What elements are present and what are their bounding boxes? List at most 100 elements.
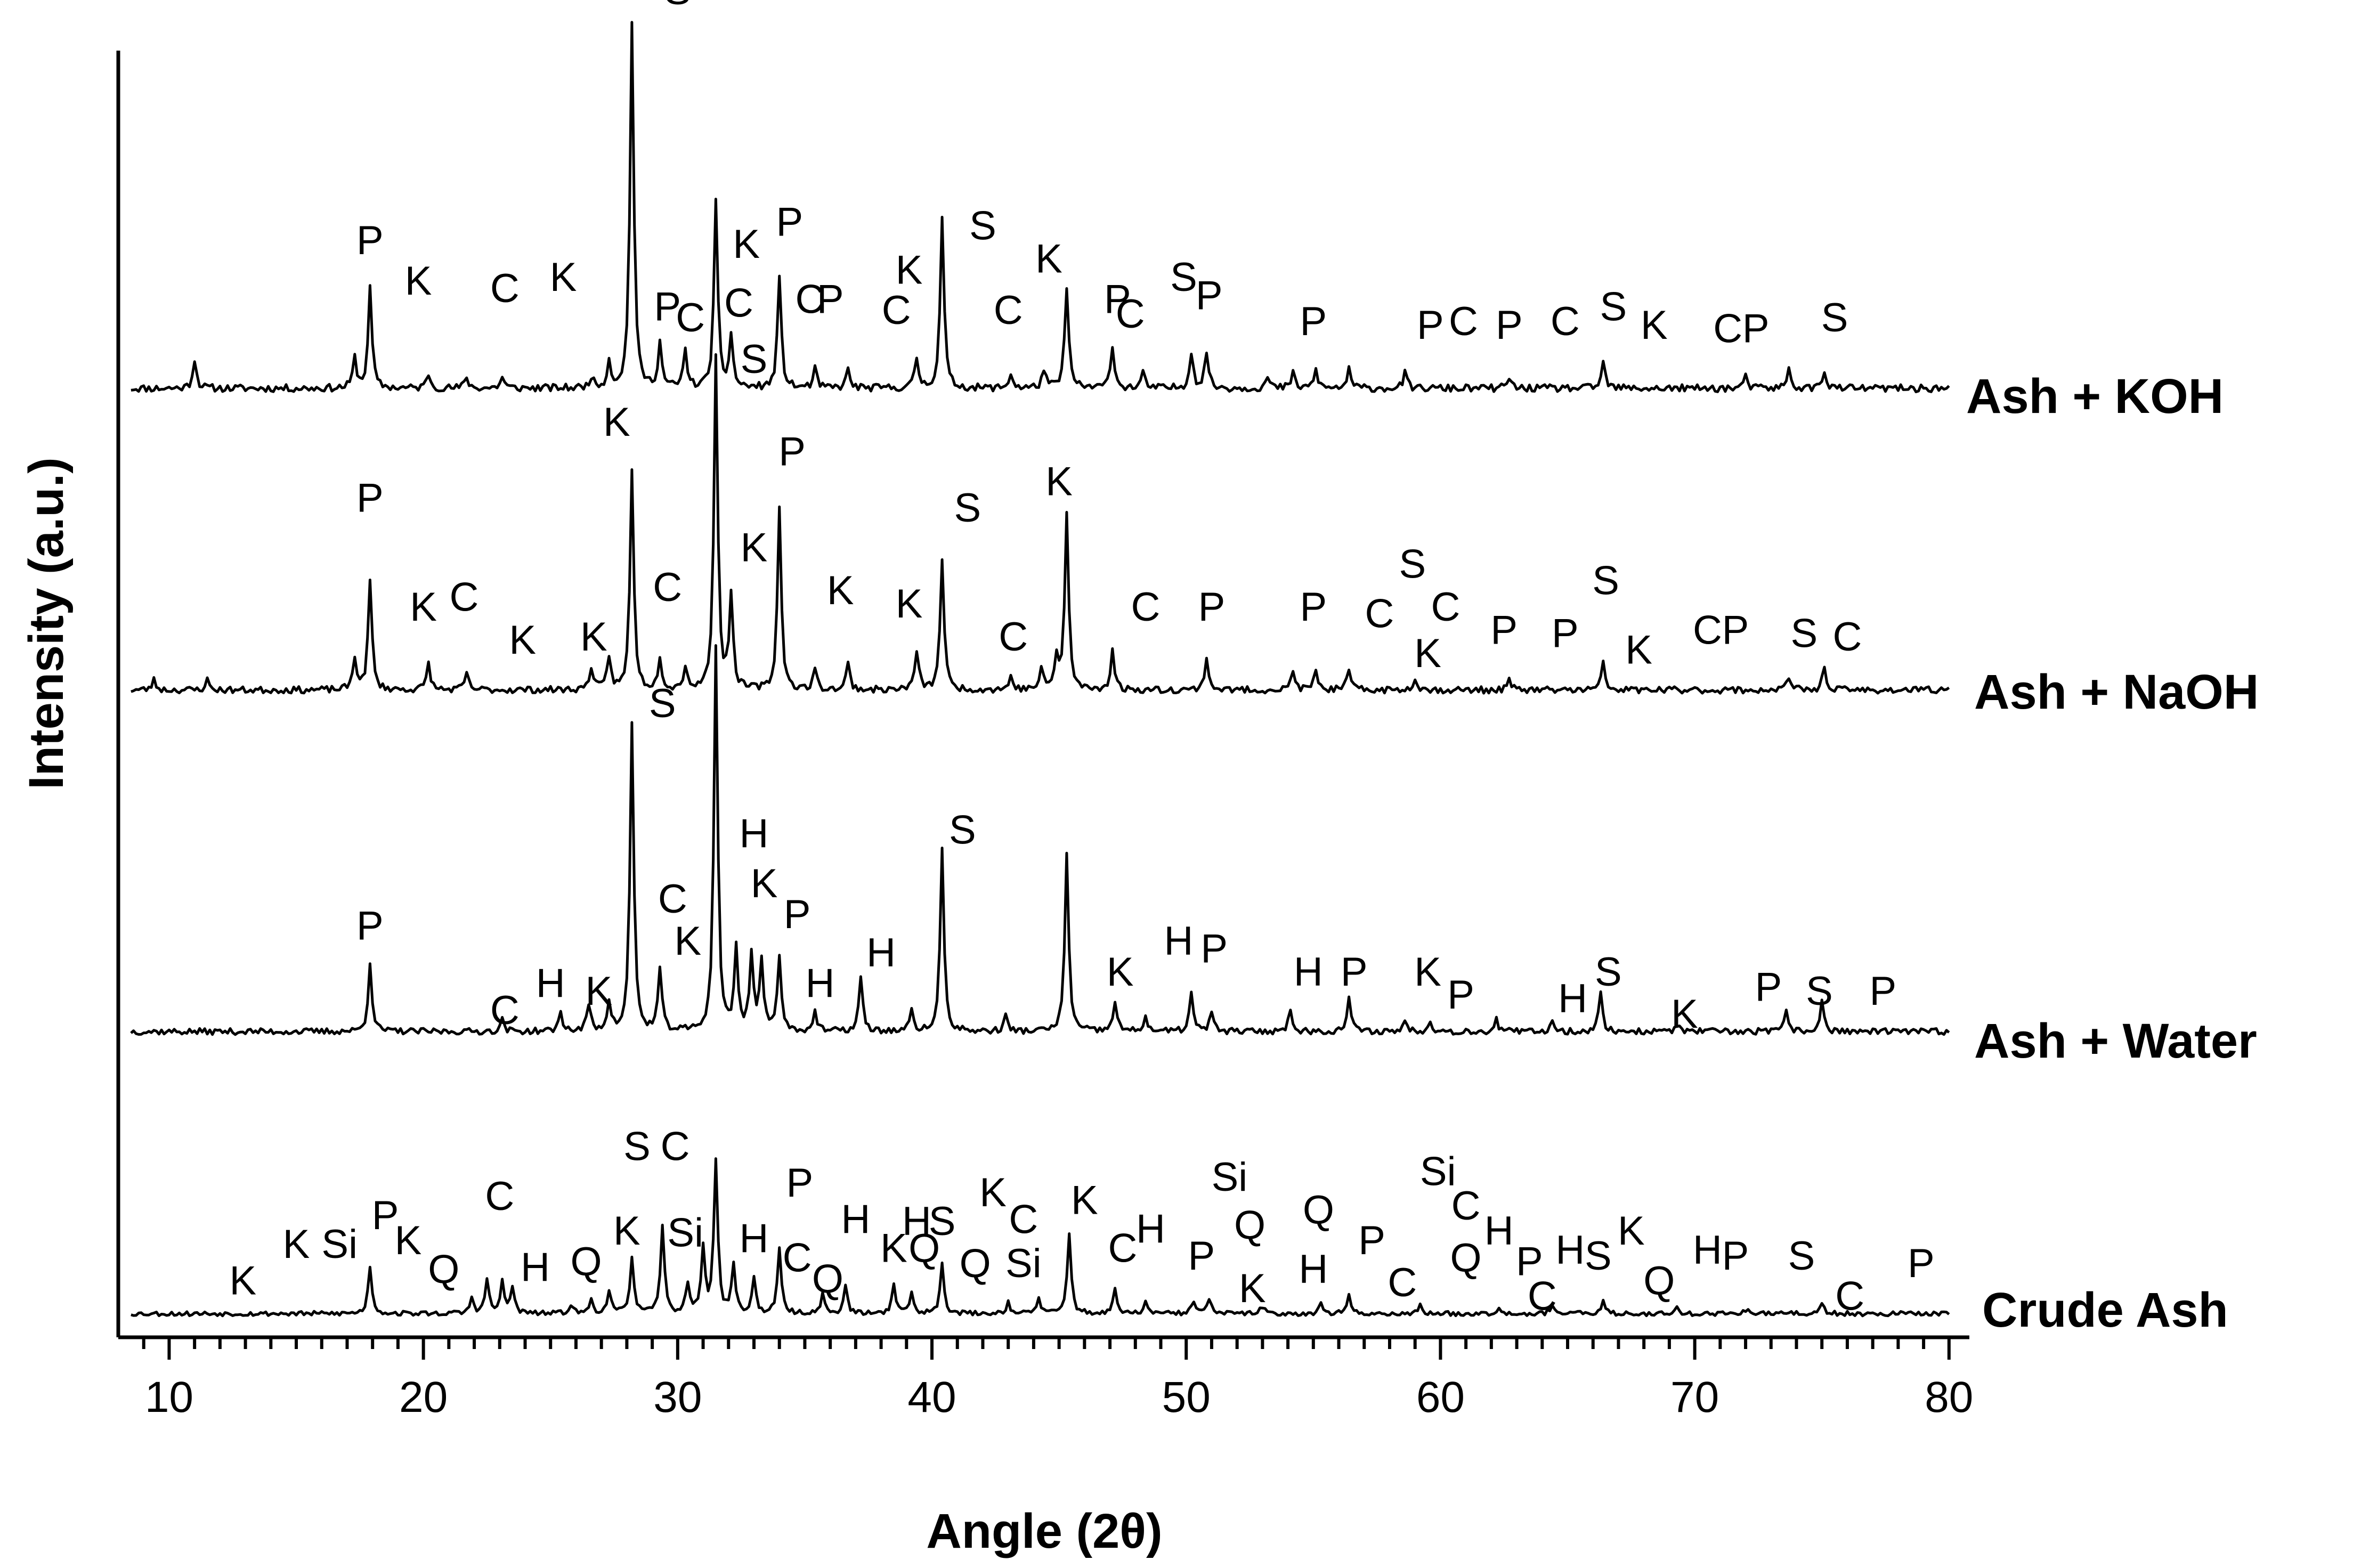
peak-label: P [1742, 306, 1770, 352]
peak-label: Q [1303, 1187, 1334, 1232]
peak-label: C [485, 1174, 514, 1219]
peak-label: C [1832, 614, 1862, 660]
peak-label: P [1358, 1218, 1385, 1263]
peak-label: K [979, 1170, 1007, 1215]
peak-label: S [1821, 295, 1848, 340]
peak-label: S [741, 337, 768, 382]
peak-label: C [661, 1124, 690, 1169]
peak-label: C [1835, 1273, 1864, 1319]
peak-label: H [1558, 976, 1587, 1021]
peak-label: S [1592, 558, 1619, 603]
peak-label: S [949, 807, 976, 852]
peak-label: K [896, 581, 923, 627]
series-line-0 [131, 21, 1950, 393]
peak-label: K [1414, 631, 1441, 676]
peak-label: H [1299, 1247, 1328, 1292]
peak-label: Si [1005, 1241, 1042, 1286]
peak-label: Q [1450, 1235, 1482, 1280]
peak-label: K [509, 618, 536, 663]
peak-label: H [806, 961, 835, 1006]
series-label-1: Ash + NaOH [1974, 665, 2259, 719]
peak-label: C [1365, 591, 1394, 636]
peak-label: C [1108, 1225, 1137, 1271]
peak-label: P [654, 284, 681, 329]
peak-labels: PKCKKSPCCKPCPCKSCKPCSPPPCPCSKCPSPKCKKKCS… [229, 0, 1934, 1319]
peak-label: K [586, 969, 613, 1014]
peak-label: Q [908, 1225, 940, 1271]
x-axis-title: Angle (2θ) [926, 1504, 1162, 1558]
peak-label: K [1625, 628, 1652, 673]
y-axis-title: Intensity (a.u.) [19, 457, 74, 790]
peak-label: K [1071, 1177, 1098, 1223]
peak-label: P [1341, 949, 1368, 995]
peak-label: K [896, 247, 923, 293]
peak-label: H [740, 1216, 769, 1261]
series-line-3 [131, 1157, 1950, 1318]
peak-label: S [1399, 541, 1426, 587]
peak-label: S [929, 1199, 956, 1244]
peak-label: S [1585, 1233, 1612, 1279]
series-line-2 [130, 644, 1950, 1036]
peak-label: C [1528, 1273, 1557, 1319]
peak-label: K [741, 525, 768, 570]
peak-label: C [796, 277, 825, 322]
x-tick-label: 80 [1925, 1373, 1973, 1421]
peak-label: P [356, 475, 384, 521]
peak-label: H [1693, 1228, 1722, 1273]
peak-label: K [1107, 949, 1134, 995]
peak-label: P [1447, 972, 1474, 1018]
peak-label: C [1713, 306, 1742, 352]
peak-label: P [786, 1160, 814, 1206]
x-tick-label: 30 [653, 1373, 702, 1421]
peak-label: P [1496, 303, 1523, 348]
peak-label: P [1755, 965, 1782, 1010]
peak-label: C [658, 876, 687, 922]
peak-label: Q [570, 1239, 602, 1285]
x-tick-label: 60 [1416, 1373, 1465, 1421]
peak-label: P [1196, 273, 1223, 319]
peak-label: P [1417, 303, 1444, 348]
peak-label: C [999, 614, 1028, 660]
peak-label: C [1551, 299, 1580, 344]
peak-label: C [1451, 1183, 1481, 1229]
peak-label: S [1806, 969, 1833, 1014]
peak-label: H [1484, 1208, 1514, 1254]
peak-label: P [1908, 1241, 1935, 1286]
peak-label: K [395, 1218, 422, 1263]
peak-label: Q [812, 1256, 843, 1302]
peak-label: C [450, 574, 479, 620]
peak-label: C [1431, 584, 1461, 630]
peak-label: K [733, 222, 760, 267]
peak-label: C [882, 288, 911, 333]
peak-label: P [776, 200, 803, 245]
peak-label: P [1300, 584, 1327, 630]
peak-label: Q [1234, 1203, 1265, 1248]
peak-label: C [490, 988, 520, 1033]
peak-label: C [724, 280, 753, 326]
peak-label: C [1116, 291, 1145, 337]
peak-label: P [1552, 611, 1579, 656]
peak-label: K [675, 919, 702, 964]
peak-label: P [1722, 607, 1749, 653]
x-tick-label: 40 [907, 1373, 956, 1421]
peak-label: P [1869, 969, 1896, 1014]
peak-label: K [1414, 949, 1441, 995]
peak-label: H [866, 930, 896, 976]
x-tick-label: 10 [145, 1373, 193, 1421]
peak-label: K [613, 1208, 640, 1254]
peak-label: P [356, 903, 384, 948]
peak-label: S [1790, 611, 1818, 656]
peak-label: K [1671, 992, 1698, 1037]
peak-label: K [410, 584, 437, 630]
peak-label: H [740, 811, 769, 857]
peak-label: P [1188, 1233, 1215, 1279]
peak-label: P [784, 892, 811, 937]
peak-label: H [1555, 1228, 1585, 1273]
peak-label: S [954, 485, 981, 531]
x-tick-label: 70 [1670, 1373, 1719, 1421]
peak-label: S [664, 0, 691, 13]
peak-label: P [1722, 1233, 1749, 1279]
x-tick-label: 20 [399, 1373, 448, 1421]
peak-label: P [1490, 607, 1518, 653]
